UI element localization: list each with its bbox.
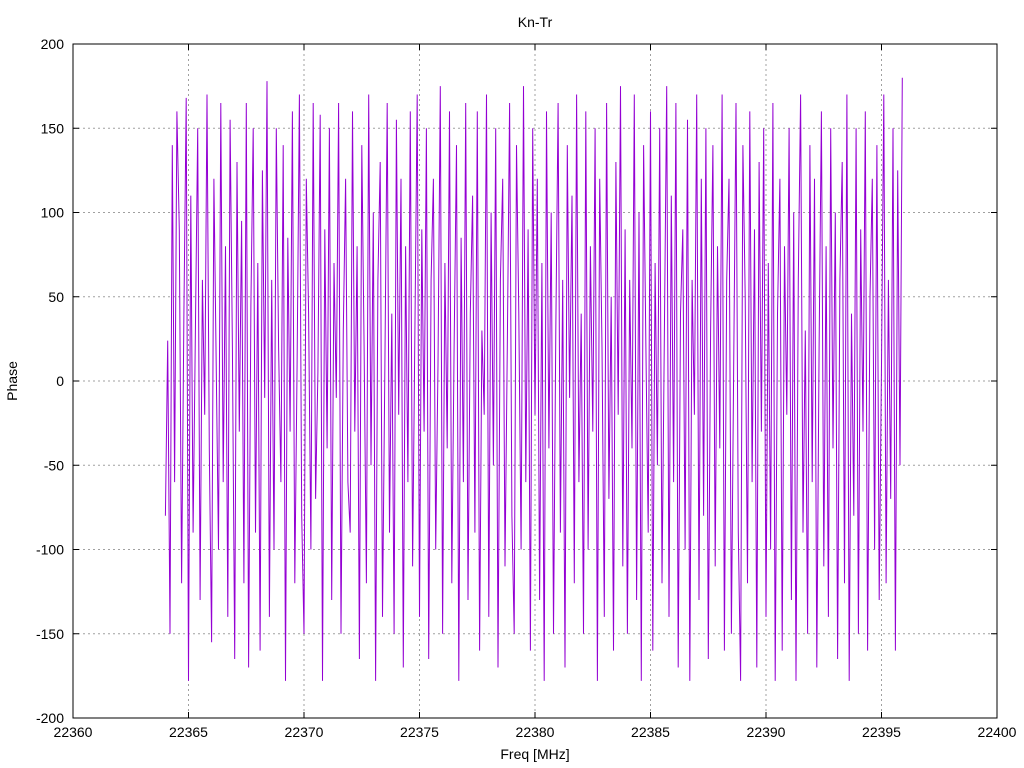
x-tick-label: 22380 (516, 724, 555, 740)
chart-title: Kn-Tr (518, 14, 553, 30)
ticks: 22360 22365 22370 22375 22380 22385 22390 22395… (36, 36, 1017, 740)
y-tick-label: -150 (36, 626, 64, 642)
x-tick-label: 22395 (862, 724, 901, 740)
y-tick-label: 50 (48, 289, 64, 305)
x-tick-label: 22390 (747, 724, 786, 740)
x-tick-label: 22370 (285, 724, 324, 740)
y-tick-label: -50 (44, 457, 64, 473)
plot-border (72, 43, 998, 719)
y-tick-label: 150 (41, 120, 65, 136)
y-tick-label: 200 (41, 36, 65, 52)
y-tick-label: -200 (36, 710, 64, 726)
y-axis-label: Phase (4, 361, 20, 401)
y-tick-label: 0 (56, 373, 64, 389)
x-tick-label: 22385 (631, 724, 670, 740)
x-tick-label: 22375 (400, 724, 439, 740)
x-tick-label: 22400 (978, 724, 1017, 740)
series-line (164, 77, 903, 681)
x-axis-label: Freq [MHz] (500, 746, 569, 762)
x-tick-label: 22360 (54, 724, 93, 740)
y-tick-label: 100 (41, 205, 65, 221)
y-tick-label: -100 (36, 542, 64, 558)
x-tick-label: 22365 (169, 724, 208, 740)
